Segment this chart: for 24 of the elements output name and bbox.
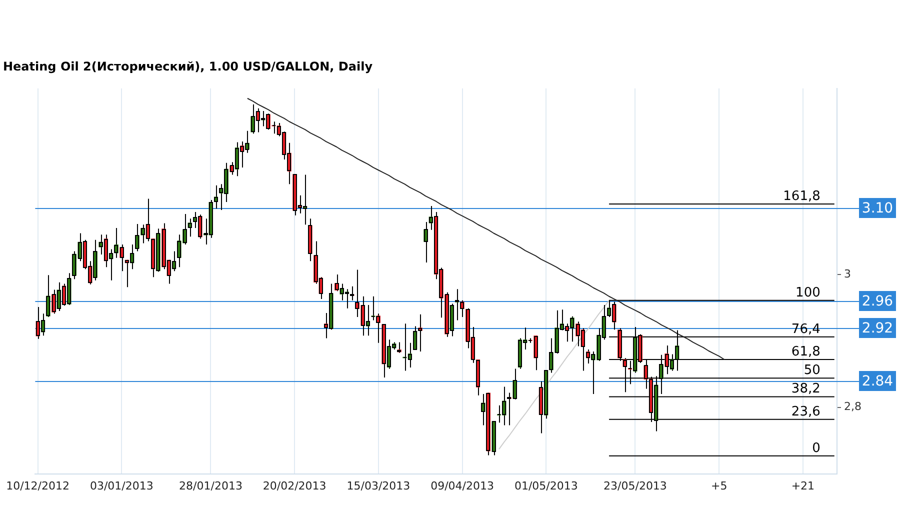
ref-line-label: 2.96 [862, 294, 894, 310]
x-tick-label: 23/05/2013 [604, 479, 667, 492]
x-tick-label: 10/12/2012 [6, 479, 70, 492]
x-tick-label: 28/01/2013 [179, 479, 242, 492]
x-tick-label: +5 [710, 479, 728, 492]
chart-title: Heating Oil 2(Исторический), 1.00 USD/GALLON, Daily [3, 59, 373, 74]
series-label: 0 [812, 440, 820, 456]
series-label: 38,2 [791, 382, 820, 397]
ref-line-label: 2.84 [862, 374, 894, 390]
series-label: 23,6 [791, 404, 820, 420]
ref-line-label: 2.92 [862, 320, 894, 337]
series-label: 61,8 [791, 344, 820, 360]
x-tick-label: 20/02/2013 [262, 479, 326, 492]
series-label: 50 [804, 363, 820, 378]
x-tick-label: 03/01/2013 [90, 479, 154, 492]
y-tick-label: 3 [844, 267, 851, 280]
series-label: 161,8 [783, 189, 820, 204]
x-tick-label: 09/04/2013 [430, 479, 494, 492]
series-label: 100 [796, 285, 820, 300]
x-tick-label: 01/05/2013 [514, 479, 578, 492]
x-tick-label: 15/03/2013 [346, 479, 410, 492]
y-tick-label: 2,8 [844, 400, 862, 414]
x-tick-label: +21 [791, 479, 815, 492]
ref-line-label: 3.10 [862, 200, 894, 217]
